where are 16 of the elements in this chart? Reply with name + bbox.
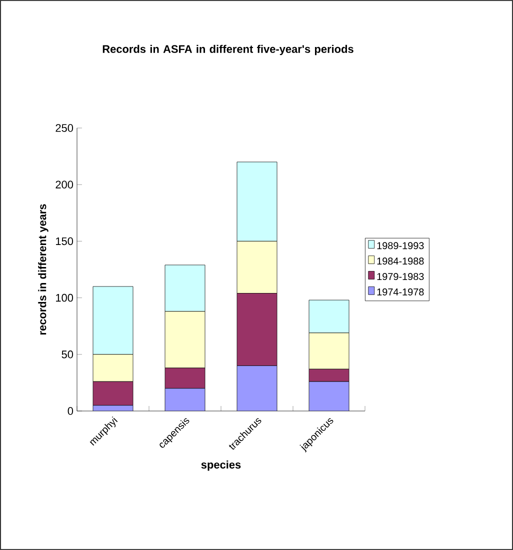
y-tick-label: 250 — [56, 124, 74, 132]
y-tick-label: 100 — [56, 294, 74, 302]
x-axis-title: species — [201, 460, 241, 471]
legend-label: 1989-1993 — [377, 242, 424, 250]
legend-label: 1974-1978 — [377, 288, 424, 296]
legend-label: 1979-1983 — [377, 272, 424, 280]
y-tick-label: 50 — [62, 350, 74, 358]
bar — [165, 388, 205, 411]
y-tick-label: 200 — [56, 180, 74, 188]
chart-title: Records in ASFA in different five-year's periods — [102, 44, 354, 56]
y-axis-title: records in different years — [38, 204, 48, 335]
legend-label: 1984-1988 — [377, 258, 424, 265]
y-tick-label: 0 — [68, 407, 74, 415]
bar — [308, 381, 350, 411]
bar — [237, 366, 277, 411]
y-tick-label: 150 — [56, 237, 74, 246]
